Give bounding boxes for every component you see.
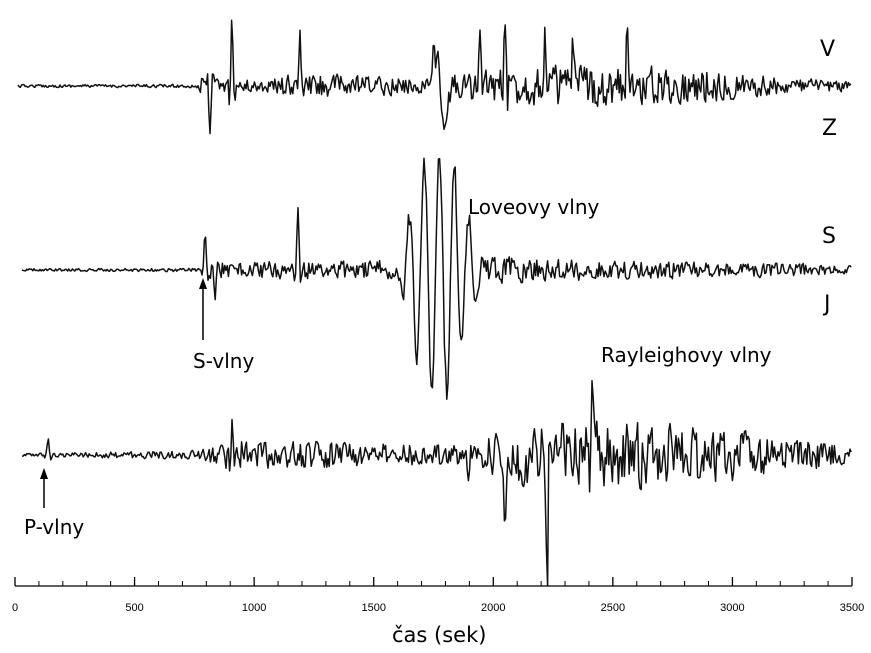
rayleigh-waves-label: Rayleighovy vlny xyxy=(601,343,772,367)
p-waves-label: P-vlny xyxy=(24,515,85,539)
tick-label: 3000 xyxy=(720,602,744,614)
vertical-component-top-label: V xyxy=(820,37,836,62)
p-wave-arrowhead xyxy=(40,468,48,479)
vertical-component-bottom-label: Z xyxy=(822,116,838,141)
ns-component-top-label: S xyxy=(822,224,836,249)
time-axis: 0 500 1000 1500 2000 2500 3000 3500 xyxy=(12,577,864,614)
tick-label: 1500 xyxy=(361,602,385,614)
tick-label: 2500 xyxy=(601,602,625,614)
s-waves-label: S-vlny xyxy=(193,349,255,373)
love-waves-label: Loveovy vlny xyxy=(468,195,600,219)
tick-label: 500 xyxy=(125,602,143,614)
x-axis-title: čas (sek) xyxy=(392,623,487,647)
trace-vertical xyxy=(17,19,852,135)
arrival-arrows xyxy=(40,278,207,508)
trace-north-south xyxy=(21,157,852,400)
tick-label: 1000 xyxy=(242,602,266,614)
seismogram-traces xyxy=(17,19,852,587)
trace-east-west xyxy=(21,380,852,587)
tick-label: 2000 xyxy=(481,602,505,614)
tick-label: 3500 xyxy=(840,602,864,614)
tick-label: 0 xyxy=(12,602,18,614)
time-axis-ticks: 0 500 1000 1500 2000 2500 3000 3500 xyxy=(12,577,864,614)
s-wave-arrowhead xyxy=(199,278,207,289)
ns-component-bottom-label: J xyxy=(824,292,831,317)
